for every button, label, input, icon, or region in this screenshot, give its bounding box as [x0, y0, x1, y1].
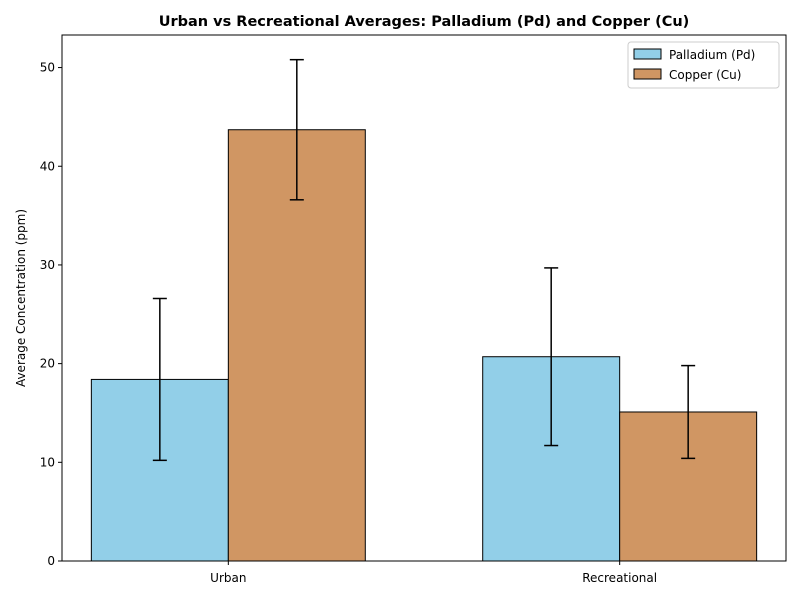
- y-tick-label: 10: [40, 455, 55, 469]
- legend-swatch: [633, 48, 662, 60]
- axes-layer: 0 10 20 30 40 50 Urban Recreational: [40, 34, 787, 585]
- legend-label: Copper (Cu): [669, 68, 741, 82]
- y-axis-label: Average Concentration (ppm): [14, 209, 28, 387]
- plot-frame: [61, 34, 787, 562]
- x-tick-label: Recreational: [582, 571, 657, 585]
- y-tick-label: 50: [40, 61, 55, 75]
- error-bar-palladium-urban: [152, 297, 167, 462]
- x-tick-label: Urban: [210, 571, 246, 585]
- chart-title: Urban vs Recreational Averages: Palladiu…: [159, 14, 690, 30]
- y-tick-label: 40: [40, 159, 55, 173]
- y-tick-label: 30: [40, 258, 55, 272]
- error-bar-palladium-recreational: [544, 267, 559, 447]
- bars-layer: [90, 58, 758, 562]
- error-bar-copper-recreational: [681, 364, 696, 460]
- legend-swatch: [633, 68, 662, 80]
- y-tick-label: 0: [47, 554, 55, 568]
- legend-label: Palladium (Pd): [669, 48, 755, 62]
- legend-box: [627, 41, 780, 89]
- legend: Palladium (Pd) Copper (Cu): [627, 41, 780, 89]
- error-bar-copper-urban: [289, 58, 304, 201]
- y-tick-label: 20: [40, 357, 55, 371]
